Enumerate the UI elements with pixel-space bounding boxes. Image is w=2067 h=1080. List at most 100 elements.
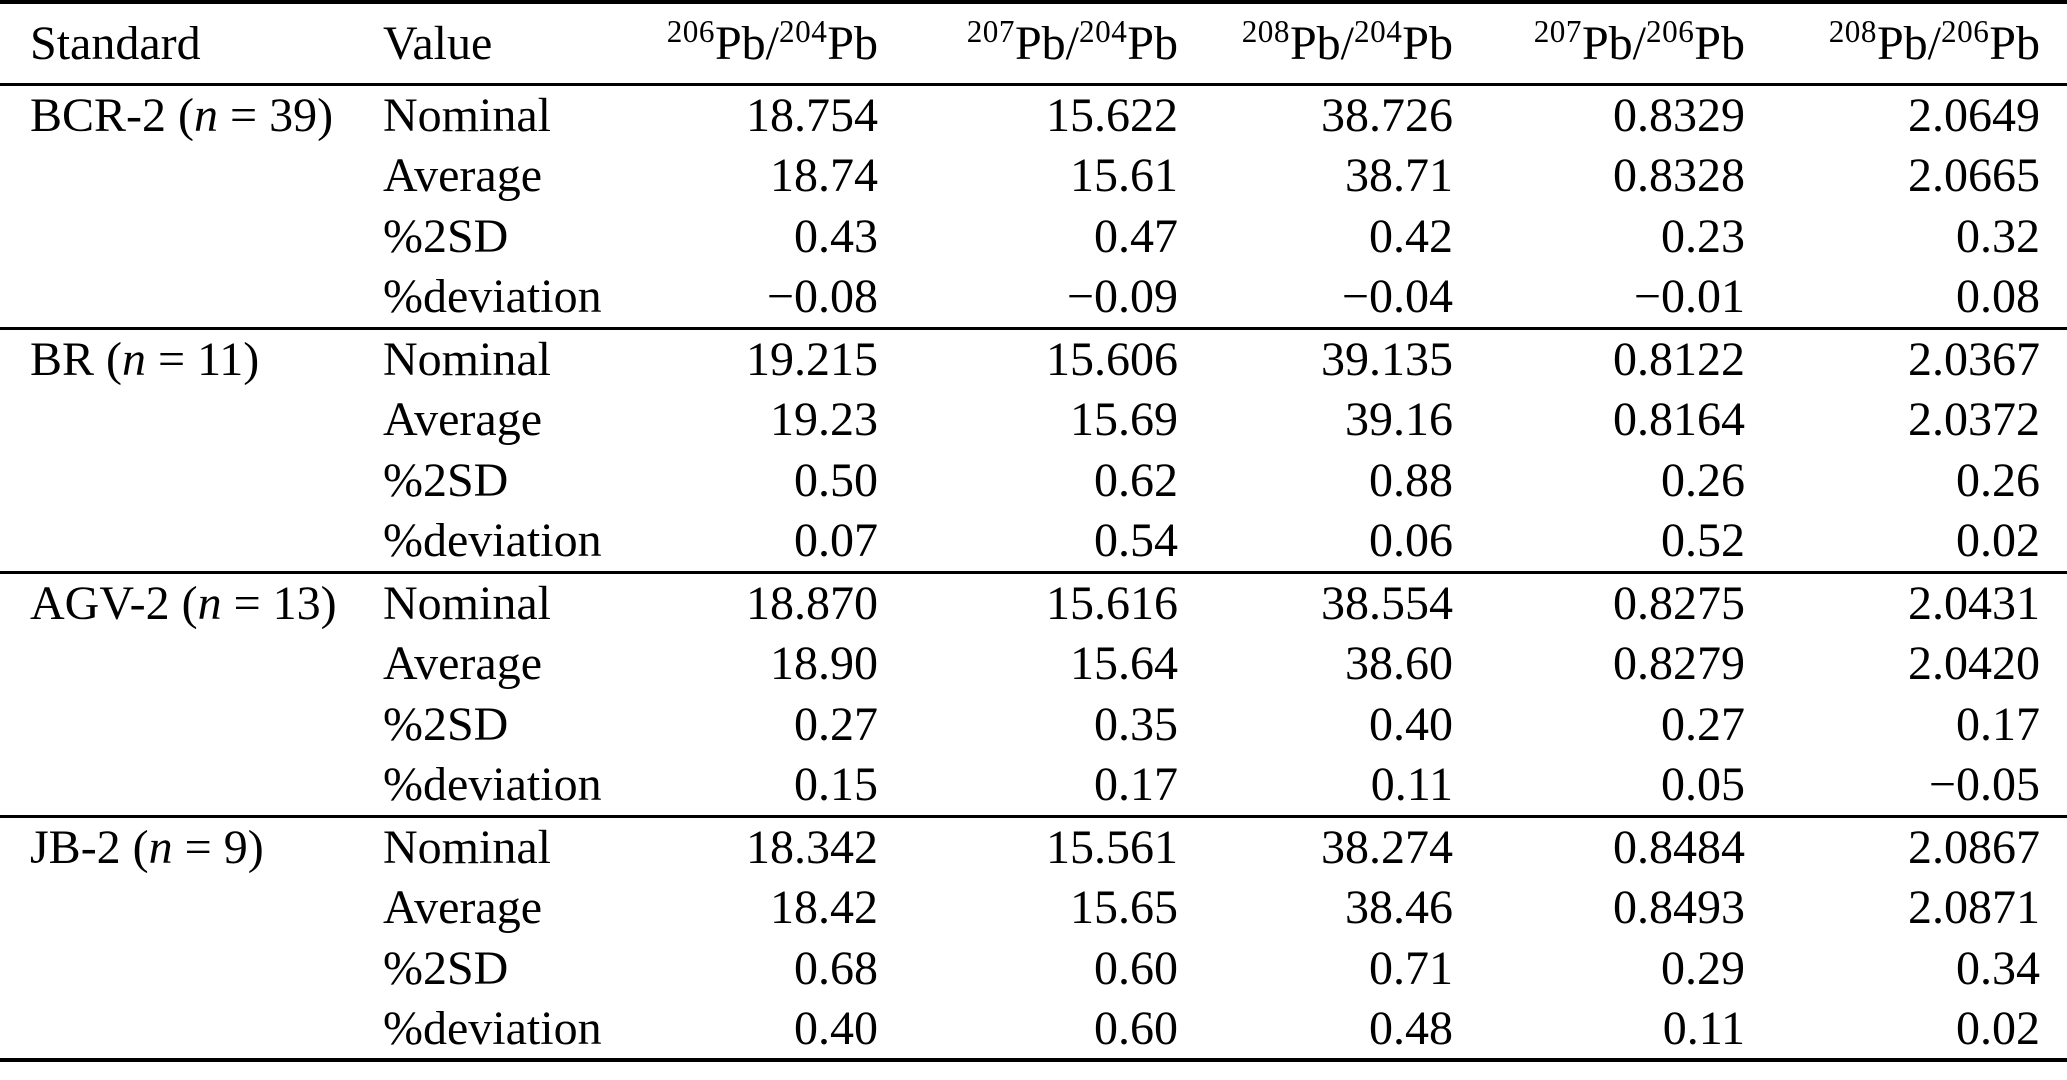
- n-count: = 39): [218, 88, 334, 142]
- value-cell: 0.06: [1369, 514, 1453, 568]
- section-label-br: BR (n = 11): [0, 328, 355, 389]
- table-row: BCR-2 (n = 39) Nominal 18.754 15.622 38.…: [0, 84, 2067, 145]
- value-cell: 0.11: [1662, 1002, 1745, 1055]
- col-header-standard: Standard: [30, 16, 201, 70]
- table-row: Average 18.42 15.65 38.46 0.8493 2.0871: [0, 877, 2067, 938]
- empty-cell: [0, 999, 355, 1060]
- value-cell: 0.54: [1094, 514, 1178, 568]
- row-label: %2SD: [383, 454, 509, 507]
- n-symbol: n: [148, 820, 173, 874]
- n-count: = 9): [172, 820, 264, 874]
- table-row: %deviation 0.15 0.17 0.11 0.05 −0.05: [0, 755, 2067, 816]
- value-cell: −0.01: [1633, 270, 1745, 324]
- value-cell: 2.0367: [1908, 332, 2040, 386]
- value-cell: 0.26: [1661, 454, 1745, 507]
- isotope-superscript: 206: [1646, 13, 1695, 49]
- table-row: %2SD 0.50 0.62 0.88 0.26 0.26: [0, 450, 2067, 511]
- col-header-ratio-208pb-206pb: 208Pb/206Pb: [1757, 2, 2067, 84]
- col-header-ratio-207pb-206pb: 207Pb/206Pb: [1465, 2, 1757, 84]
- value-cell: 18.754: [746, 88, 878, 142]
- isotope-superscript: 206: [666, 13, 715, 49]
- value-cell: 0.60: [1094, 942, 1178, 995]
- value-cell: 0.11: [1370, 758, 1453, 812]
- row-label: Average: [383, 637, 542, 690]
- value-cell: 0.71: [1369, 942, 1453, 995]
- value-cell: 2.0420: [1908, 637, 2040, 690]
- empty-cell: [0, 877, 355, 938]
- value-cell: 0.8329: [1613, 88, 1745, 142]
- value-cell: 0.68: [794, 942, 878, 995]
- table-row: AGV-2 (n = 13) Nominal 18.870 15.616 38.…: [0, 572, 2067, 633]
- row-label: Nominal: [383, 576, 551, 630]
- value-cell: 0.08: [1956, 270, 2040, 324]
- col-header-ratio-207pb-204pb: 207Pb/204Pb: [890, 2, 1190, 84]
- isotope-base: Pb/: [1581, 16, 1647, 70]
- value-cell: 0.15: [794, 758, 878, 812]
- section-agv2: AGV-2 (n = 13) Nominal 18.870 15.616 38.…: [0, 572, 2067, 816]
- n-symbol: n: [122, 332, 147, 386]
- value-cell: 38.554: [1321, 576, 1453, 630]
- value-cell: 39.16: [1345, 393, 1453, 446]
- value-cell: 15.606: [1046, 332, 1178, 386]
- row-label: %deviation: [383, 514, 602, 568]
- section-jb2: JB-2 (n = 9) Nominal 18.342 15.561 38.27…: [0, 816, 2067, 1060]
- isotope-base: Pb/: [1014, 16, 1080, 70]
- section-br: BR (n = 11) Nominal 19.215 15.606 39.135…: [0, 328, 2067, 572]
- value-cell: 0.26: [1956, 454, 2040, 507]
- empty-cell: [0, 755, 355, 816]
- isotope-base: Pb: [1989, 16, 2040, 70]
- value-cell: 15.561: [1046, 820, 1178, 874]
- empty-cell: [0, 938, 355, 999]
- value-cell: 2.0665: [1908, 149, 2040, 202]
- value-cell: 19.23: [770, 393, 878, 446]
- value-cell: 0.34: [1956, 942, 2040, 995]
- isotope-superscript: 207: [966, 13, 1015, 49]
- value-cell: 0.8328: [1613, 149, 1745, 202]
- value-cell: 0.02: [1956, 1002, 2040, 1055]
- value-cell: 0.40: [794, 1002, 878, 1055]
- table-row: %deviation 0.40 0.60 0.48 0.11 0.02: [0, 999, 2067, 1060]
- isotope-base: Pb: [827, 16, 878, 70]
- value-cell: −0.04: [1341, 270, 1453, 324]
- value-cell: 0.88: [1369, 454, 1453, 507]
- value-cell: 0.17: [1094, 758, 1178, 812]
- n-count: = 13): [221, 576, 337, 630]
- isotope-base: Pb/: [1289, 16, 1355, 70]
- table-row: %2SD 0.27 0.35 0.40 0.27 0.17: [0, 694, 2067, 755]
- table-row: %deviation −0.08 −0.09 −0.04 −0.01 0.08: [0, 267, 2067, 328]
- isotope-superscript: 208: [1241, 13, 1290, 49]
- isotope-superscript: 208: [1828, 13, 1877, 49]
- value-cell: 38.274: [1321, 820, 1453, 874]
- row-label: Average: [383, 149, 542, 202]
- value-cell: 2.0867: [1908, 820, 2040, 874]
- row-label: %deviation: [383, 270, 602, 324]
- value-cell: 15.616: [1046, 576, 1178, 630]
- table-row: %2SD 0.43 0.47 0.42 0.23 0.32: [0, 206, 2067, 267]
- table-header: Standard Value 206Pb/204Pb 207Pb/204Pb 2…: [0, 2, 2067, 84]
- row-label: Nominal: [383, 88, 551, 142]
- value-cell: 18.42: [770, 881, 878, 934]
- section-label-agv2: AGV-2 (n = 13): [0, 572, 355, 633]
- table-row: JB-2 (n = 9) Nominal 18.342 15.561 38.27…: [0, 816, 2067, 877]
- isotope-base: Pb: [1402, 16, 1453, 70]
- section-label-bcr2: BCR-2 (n = 39): [0, 84, 355, 145]
- isotope-base: Pb/: [1876, 16, 1942, 70]
- value-cell: 0.50: [794, 454, 878, 507]
- value-cell: −0.09: [1066, 270, 1178, 324]
- value-cell: −0.05: [1928, 758, 2040, 812]
- section-bcr2: BCR-2 (n = 39) Nominal 18.754 15.622 38.…: [0, 84, 2067, 328]
- value-cell: 2.0372: [1908, 393, 2040, 446]
- value-cell: 15.64: [1070, 637, 1178, 690]
- isotope-superscript: 204: [779, 13, 828, 49]
- value-cell: 0.29: [1661, 942, 1745, 995]
- table-row: Average 18.74 15.61 38.71 0.8328 2.0665: [0, 145, 2067, 206]
- empty-cell: [0, 145, 355, 206]
- value-cell: 38.726: [1321, 88, 1453, 142]
- value-cell: 2.0871: [1908, 881, 2040, 934]
- row-label: %deviation: [383, 1002, 602, 1055]
- value-cell: 2.0431: [1908, 576, 2040, 630]
- value-cell: 18.342: [746, 820, 878, 874]
- value-cell: 15.61: [1070, 149, 1178, 202]
- value-cell: 0.8122: [1613, 332, 1745, 386]
- value-cell: 39.135: [1321, 332, 1453, 386]
